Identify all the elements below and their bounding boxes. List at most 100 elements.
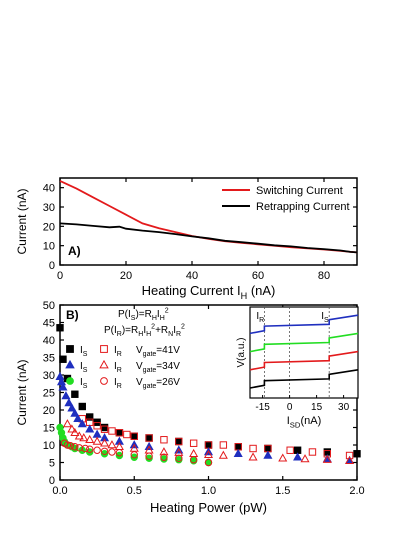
panel-b-data-point [100,438,110,447]
panel-b-legend-is: IS [80,377,88,390]
panel-b-data-point [278,453,288,462]
panel-a-frame [59,177,358,266]
panel-b-data-point [107,440,117,449]
panel-b-y-axis-label: Current (nA) [15,359,29,425]
inset-frame [249,306,359,399]
panel-b-data-point [286,446,294,454]
panel-b-data-point [189,448,199,457]
panel-a-x-tick-label: 80 [318,270,330,282]
panel-b-data-point [160,436,168,444]
panel-b-data-point [115,449,124,457]
panel-b-data-point [263,450,273,459]
panel-b-y-tick-label: 10 [43,440,55,452]
panel-b-legend-ir: IR [114,377,122,390]
panel-b-data-point [115,429,124,437]
panel-b-data-point [308,448,317,456]
panel-b-data-point [66,442,75,450]
panel-b-data-point [85,434,95,443]
panel-b-data-point [62,419,72,428]
panel-b-data-point [175,437,183,446]
inset-x-tick-label: 0 [287,402,293,413]
panel-b-data-point [81,444,89,453]
panel-b-data-point [77,419,87,428]
panel-b-x-tick-label: 1.5 [275,485,290,497]
panel-b-y-tick-label: 25 [43,388,55,400]
panel-b-data-point [73,413,83,422]
panel-b-y-tick-label: 30 [43,370,55,382]
panel-b-data-point [56,324,64,332]
inset-trace [249,350,359,371]
panel-a-y-tick-label: 20 [43,221,55,233]
panel-b-data-point [58,382,68,391]
panel-b-data-point [218,450,228,459]
panel-b-data-point [159,447,169,456]
panel-b-equation-2: P(IR)=RHIH2+RNIR2 [104,324,185,339]
panel-b-data-point [100,425,109,433]
panel-b-y-tick-label: 50 [43,300,55,312]
panel-b-legend-marker [100,377,108,385]
panel-b-data-point [70,427,80,436]
panel-b-data-point [92,429,102,438]
panel-b-data-point [130,451,138,459]
panel-b-data-point [100,423,109,432]
panel-b-data-point [108,427,116,435]
panel-b-data-point [85,424,95,433]
panel-b-x-tick-label: 0.5 [127,485,142,497]
panel-b-data-point [145,434,153,442]
panel-b-data-point [93,422,101,430]
inset-y-axis-label: V(a.u.) [236,337,247,367]
panel-b-legend-is: IS [80,345,88,358]
panel-b-data-point [115,429,124,437]
panel-b-data-point [70,408,80,417]
panel-b-legend-vgate: Vgate=41V [136,345,180,358]
panel-a-y-tick-label: 30 [43,202,55,214]
inset-trace [249,332,359,353]
panel-b-data-point [64,398,74,407]
panel-b-data-point [108,448,116,456]
panel-b-x-tick-label: 2.0 [349,485,364,497]
panel-b-legend-marker [65,359,75,369]
panel-b-data-point [55,371,65,380]
panel-b-data-point [203,449,214,459]
panel-a-x-tick-label: 0 [57,270,63,282]
panel-b-data-point [61,391,71,400]
inset-annotation: IS [321,311,329,324]
panel-b-data-point [175,437,183,446]
panel-b-data-point [189,456,198,464]
panel-b-data-point [322,454,332,463]
inset-annotation: IR [256,311,264,324]
inset-x-axis-label: ISD(nA) [287,415,322,429]
panel-b-data-point [78,402,86,411]
panel-a-legend-label: Switching Current [256,185,343,197]
panel-b-y-tick-label: 15 [43,423,55,435]
panel-b-data-point [353,450,361,458]
panel-b-data-point [145,454,153,462]
panel-b-data-point [160,453,168,461]
panel-b-y-tick-label: 20 [43,405,55,417]
panel-b-x-axis-label: Heating Power (pW) [150,500,267,515]
panel-b-y-tick-label: 35 [43,353,55,365]
panel-a-legend-label: Retrapping Current [256,201,350,213]
panel-b-data-point [74,431,84,440]
panel-b-legend-marker [66,377,74,385]
panel-b-y-tick-label: 45 [43,318,55,330]
panel-b-data-point [123,430,131,439]
panel-b-legend-vgate: Vgate=26V [136,377,180,390]
panel-b-legend-ir: IR [114,345,122,358]
panel-b-data-point [63,441,72,449]
panel-b-data-point [130,432,138,440]
panel-b-legend-is: IS [80,361,88,374]
inset-x-tick-label: 15 [311,402,323,413]
panel-b-data-point [100,447,109,455]
panel-b-data-point [145,434,153,442]
panel-a-y-tick-label: 40 [43,183,55,195]
panel-b-data-point [67,403,77,412]
panel-b-data-point [130,453,138,461]
panel-b-data-point [114,436,124,445]
inset-x-tick-label: 30 [338,402,350,413]
panel-b-data-point [189,439,198,447]
panel-a-x-tick-label: 60 [252,270,264,282]
panel-a-series-line-retrapping [59,222,358,254]
panel-b-data-point [249,444,257,453]
